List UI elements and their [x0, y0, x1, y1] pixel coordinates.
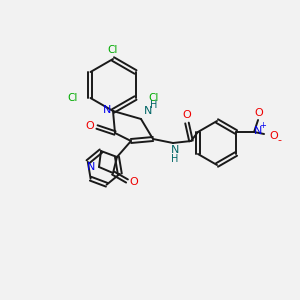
Text: N: N [171, 145, 179, 155]
Text: Cl: Cl [148, 93, 159, 103]
Text: Cl: Cl [108, 45, 118, 55]
Text: O: O [130, 177, 138, 187]
Text: N: N [254, 126, 262, 136]
Text: N: N [144, 106, 152, 116]
Text: Cl: Cl [67, 93, 77, 103]
Text: O: O [270, 131, 278, 141]
Text: O: O [85, 121, 94, 131]
Text: N: N [87, 162, 95, 172]
Text: +: + [260, 122, 266, 130]
Text: N: N [103, 105, 111, 115]
Text: H: H [171, 154, 179, 164]
Text: H: H [150, 100, 158, 110]
Text: O: O [255, 108, 263, 118]
Text: O: O [183, 110, 191, 120]
Text: -: - [277, 135, 281, 145]
